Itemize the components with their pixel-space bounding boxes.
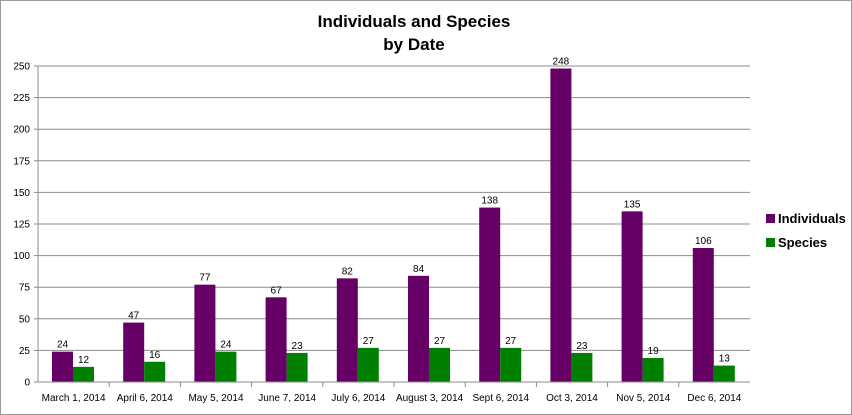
legend-label-species: Species [778,235,827,250]
y-tick-label: 100 [13,251,30,262]
x-category-label: July 6, 2014 [331,393,385,404]
data-label-individuals: 77 [199,273,211,284]
data-labels: 24 12 47 16 77 24 67 23 82 27 84 27 138 27 248 23 135 19 1… [57,57,730,366]
x-category-label: Sept 6, 2014 [472,393,529,404]
bar-individuals [52,351,73,382]
x-category-label: Dec 6, 2014 [687,393,741,404]
data-label-individuals: 67 [271,285,283,296]
y-tick-label: 50 [19,314,31,325]
bar-species [215,351,237,382]
x-category-label: May 5, 2014 [188,393,243,404]
y-tick-label: 150 [13,188,30,199]
bars [52,68,735,382]
y-tick-label: 250 [13,62,30,73]
data-label-individuals: 47 [128,311,140,322]
y-tick-label: 125 [13,220,30,231]
x-category-label: Oct 3, 2014 [546,393,598,404]
x-category-label: June 7, 2014 [258,393,316,404]
data-label-individuals: 135 [624,199,641,210]
bar-species [144,361,166,382]
bar-species [73,366,94,382]
bar-species [500,347,522,382]
bar-individuals [336,278,358,382]
y-tick-label: 200 [13,125,30,136]
data-label-species: 16 [149,350,161,361]
data-label-individuals: 106 [695,236,712,247]
bar-species [357,347,379,382]
gridlines [38,65,750,351]
data-label-species: 27 [434,336,446,347]
bar-individuals [621,211,643,382]
y-axis-ticks: 0 25 50 75 100 125 150 175 200 225 250 [13,62,38,389]
bar-species [713,365,735,382]
y-tick-label: 225 [13,93,30,104]
y-tick-label: 25 [19,346,31,357]
x-category-label: Nov 5, 2014 [616,393,670,404]
legend-swatch-species [766,238,775,247]
data-label-individuals: 24 [57,340,69,351]
bar-species [571,352,593,382]
x-category-label: April 6, 2014 [117,393,174,404]
legend-label-individuals: Individuals [778,211,846,226]
chart-title-line-1: Individuals and Species [318,12,511,31]
y-tick-label: 0 [24,378,30,389]
data-label-species: 24 [220,340,232,351]
bar-individuals [550,68,572,382]
bar-individuals [408,275,429,382]
data-label-species: 13 [719,354,731,365]
data-label-individuals: 138 [481,196,498,207]
x-axis-ticks: March 1, 2014 April 6, 2014 May 5, 2014 Jun… [42,382,742,404]
chart-title-line-2: by Date [383,35,444,54]
bar-individuals [479,207,501,382]
y-tick-label: 75 [19,283,31,294]
bar-individuals [123,322,145,382]
bar-species [642,357,664,382]
data-label-individuals: 82 [342,266,354,277]
data-label-species: 23 [292,341,304,352]
bar-species [286,352,308,382]
data-label-species: 12 [78,355,90,366]
axes [37,66,750,383]
bar-individuals [194,284,216,382]
legend-swatch-individuals [766,214,775,223]
legend: Individuals Species [766,211,846,250]
data-label-species: 27 [505,336,517,347]
bar-species [429,347,450,382]
data-label-species: 23 [576,341,588,352]
data-label-individuals: 248 [553,57,570,68]
data-label-species: 27 [363,336,375,347]
data-label-individuals: 84 [413,264,425,275]
data-label-species: 19 [648,346,660,357]
bar-individuals [265,297,287,382]
x-category-label: March 1, 2014 [42,393,106,404]
x-category-label: August 3, 2014 [396,393,464,404]
bar-individuals [692,248,714,382]
y-tick-label: 175 [13,156,30,167]
